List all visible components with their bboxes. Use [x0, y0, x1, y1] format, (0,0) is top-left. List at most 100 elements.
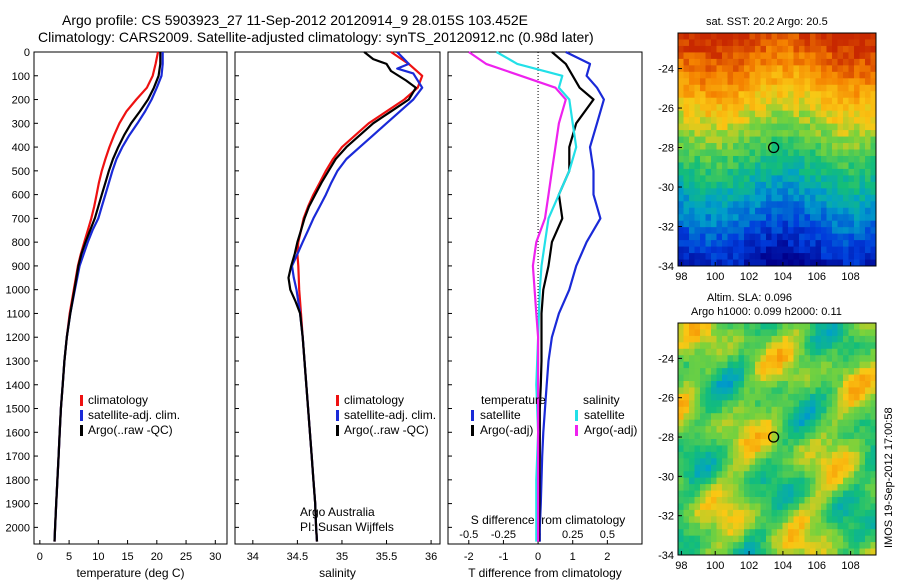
heatmap-cell — [744, 71, 750, 79]
heatmap-cell — [766, 323, 772, 330]
heatmap-cell — [766, 516, 772, 524]
timestamp: IMOS 19-Sep-2012 17:00:58 — [883, 407, 895, 548]
heatmap-cell — [804, 393, 811, 401]
heatmap-cell — [832, 110, 838, 118]
heatmap-cell — [810, 162, 816, 170]
heatmap-cell — [733, 84, 739, 92]
heatmap-cell — [738, 393, 745, 401]
heatmap-cell — [755, 259, 761, 267]
heatmap-cell — [837, 548, 844, 556]
heatmap-cell — [749, 509, 756, 517]
heatmap-cell — [821, 45, 827, 53]
heatmap-cell — [700, 104, 706, 112]
heatmap-cell — [843, 181, 849, 189]
heatmap-cell — [804, 136, 811, 144]
heatmap-cell — [722, 194, 728, 202]
heatmap-cell — [689, 342, 695, 350]
heatmap-cell — [683, 240, 690, 247]
heatmap-cell — [722, 509, 728, 517]
heatmap-cell — [810, 548, 816, 556]
heatmap-cell — [744, 136, 750, 144]
heatmap-cell — [848, 188, 855, 196]
heatmap-cell — [821, 381, 827, 388]
heatmap-cell — [821, 233, 827, 241]
heatmap-cell — [738, 201, 745, 209]
heatmap-cell — [716, 240, 723, 247]
heatmap-cell — [683, 484, 690, 491]
heatmap-cell — [678, 253, 684, 260]
heatmap-cell — [865, 110, 871, 118]
heatmap-cell — [782, 445, 789, 453]
heatmap-cell — [678, 368, 684, 375]
heatmap-cell — [711, 400, 717, 408]
heatmap-cell — [837, 361, 844, 369]
heatmap-cell — [749, 387, 756, 395]
heatmap-cell — [733, 458, 739, 466]
heatmap-cell — [848, 117, 855, 125]
heatmap-cell — [705, 117, 712, 125]
legend-label: climatology — [88, 393, 148, 407]
heatmap-cell — [683, 323, 690, 330]
heatmap-cell — [865, 361, 871, 369]
heatmap-cell — [848, 522, 855, 530]
heatmap-cell — [804, 361, 811, 369]
heatmap-cell — [826, 181, 833, 189]
heatmap-cell — [766, 406, 772, 414]
heatmap-cell — [727, 516, 734, 524]
heatmap-cell — [799, 227, 805, 235]
heatmap-cell — [678, 181, 684, 189]
heatmap-cell — [683, 413, 690, 421]
heatmap-cell — [705, 201, 712, 209]
heatmap-cell — [865, 194, 871, 202]
heatmap-cell — [727, 381, 734, 388]
heatmap-cell — [870, 451, 877, 459]
heatmap-cell — [848, 323, 855, 330]
heatmap-cell — [810, 413, 816, 421]
heatmap-cell — [837, 104, 844, 112]
heatmap-cell — [760, 413, 767, 421]
heatmap-cell — [694, 497, 701, 504]
heatmap-cell — [815, 246, 822, 254]
heatmap-cell — [815, 471, 822, 479]
heatmap-cell — [678, 464, 684, 472]
heatmap-cell — [727, 529, 734, 537]
heatmap-cell — [799, 143, 805, 150]
heatmap-cell — [859, 97, 866, 105]
y-tick-label: 400 — [12, 142, 30, 154]
heatmap-cell — [837, 419, 844, 427]
y-tick-label: 800 — [12, 237, 30, 249]
heatmap-cell — [678, 240, 684, 247]
heatmap-cell — [711, 168, 717, 176]
heatmap-cell — [848, 400, 855, 408]
heatmap-cell — [859, 168, 866, 176]
heatmap-cell — [826, 471, 833, 479]
heatmap-cell — [870, 233, 877, 241]
heatmap-cell — [859, 368, 866, 375]
heatmap-cell — [804, 509, 811, 517]
heatmap-cell — [859, 233, 866, 241]
heatmap-cell — [870, 45, 877, 53]
heatmap-cell — [848, 201, 855, 209]
heatmap-cell — [716, 84, 723, 92]
heatmap-cell — [705, 542, 712, 549]
heatmap-cell — [832, 497, 838, 504]
heatmap-cell — [859, 220, 866, 228]
heatmap-cell — [694, 52, 701, 60]
heatmap-cell — [848, 175, 855, 183]
heatmap-cell — [744, 194, 750, 202]
heatmap-cell — [722, 104, 728, 112]
heatmap-cell — [694, 529, 701, 537]
heatmap-cell — [793, 91, 800, 99]
heatmap-cell — [694, 155, 701, 163]
heatmap-cell — [832, 233, 838, 241]
heatmap-cell — [722, 84, 728, 92]
heatmap-cell — [678, 439, 684, 446]
heatmap-cell — [843, 342, 849, 350]
heatmap-cell — [843, 387, 849, 395]
heatmap-cell — [810, 52, 816, 60]
heatmap-cell — [749, 201, 756, 209]
heatmap-cell — [870, 240, 877, 247]
heatmap-cell — [810, 58, 816, 66]
heatmap-cell — [859, 155, 866, 163]
heatmap-cell — [727, 207, 734, 215]
